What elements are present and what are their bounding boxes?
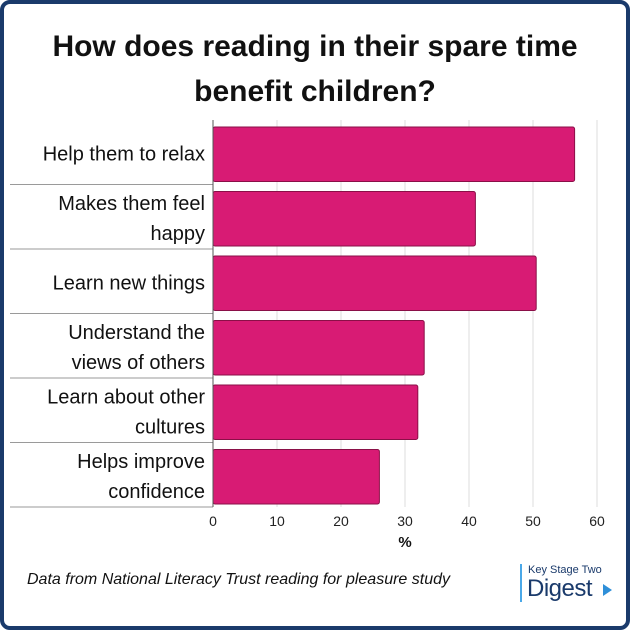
x-tick-label: 20 <box>333 513 349 529</box>
x-tick-label: 60 <box>589 513 605 529</box>
key-stage-two-digest-logo: Key Stage Two Digest <box>520 562 620 606</box>
logo-tagline: Key Stage Two <box>528 564 602 576</box>
chart-title: How does reading in their spare time ben… <box>0 24 630 114</box>
x-tick-label: 30 <box>397 513 413 529</box>
category-label: views of others <box>72 352 205 374</box>
source-note: Data from National Literacy Trust readin… <box>27 571 451 588</box>
bar <box>212 255 537 311</box>
category-label: happy <box>151 223 206 245</box>
bar <box>212 191 476 247</box>
category-label: confidence <box>108 481 205 503</box>
x-tick-label: 10 <box>269 513 285 529</box>
x-tick-label: 0 <box>209 513 217 529</box>
x-tick-label: 50 <box>525 513 541 529</box>
bar <box>212 449 380 505</box>
category-label: Learn new things <box>53 272 205 294</box>
chart-title-line-2: benefit children? <box>194 75 436 108</box>
play-arrow-icon <box>603 584 612 596</box>
bar <box>212 384 419 440</box>
bar <box>212 320 425 376</box>
chart-title-line-1: How does reading in their spare time <box>52 30 578 63</box>
category-label: Understand the <box>68 322 205 344</box>
logo-accent-bar <box>520 564 522 602</box>
category-label: Makes them feel <box>58 193 205 215</box>
bar <box>212 126 576 182</box>
x-axis-label: % <box>398 534 411 551</box>
x-tick-label: 40 <box>461 513 477 529</box>
category-label: Helps improve <box>77 451 205 473</box>
category-label: Learn about other <box>47 386 205 408</box>
bar-chart: 0 10 20 30 40 50 60 Help them to relax Makes the… <box>10 120 605 551</box>
category-label: cultures <box>135 416 205 438</box>
category-label: Help them to relax <box>43 143 205 165</box>
logo-wordmark: Digest <box>527 575 593 602</box>
